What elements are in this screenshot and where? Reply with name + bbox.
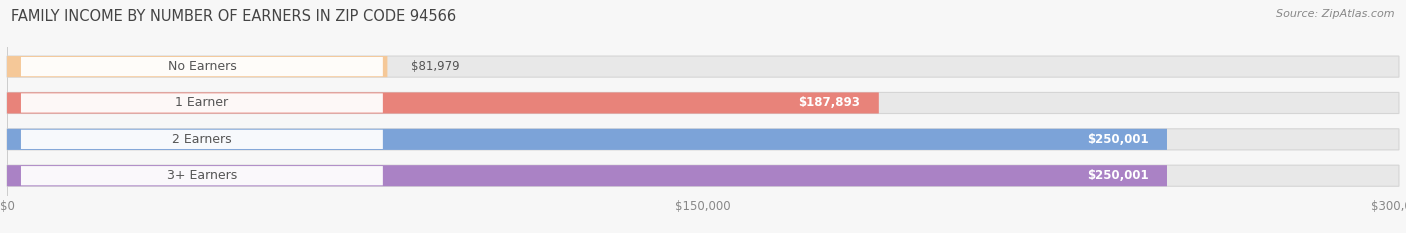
Text: 1 Earner: 1 Earner [176, 96, 228, 110]
FancyBboxPatch shape [7, 165, 1167, 186]
Text: Source: ZipAtlas.com: Source: ZipAtlas.com [1277, 9, 1395, 19]
FancyBboxPatch shape [21, 93, 382, 113]
FancyBboxPatch shape [21, 130, 382, 149]
FancyBboxPatch shape [21, 166, 382, 185]
FancyBboxPatch shape [7, 165, 1399, 186]
Text: $187,893: $187,893 [799, 96, 860, 110]
FancyBboxPatch shape [7, 129, 1167, 150]
Text: $81,979: $81,979 [411, 60, 460, 73]
Text: $250,001: $250,001 [1087, 133, 1149, 146]
Text: FAMILY INCOME BY NUMBER OF EARNERS IN ZIP CODE 94566: FAMILY INCOME BY NUMBER OF EARNERS IN ZI… [11, 9, 457, 24]
FancyBboxPatch shape [7, 129, 1399, 150]
Text: 2 Earners: 2 Earners [172, 133, 232, 146]
Text: $250,001: $250,001 [1087, 169, 1149, 182]
FancyBboxPatch shape [7, 56, 1399, 77]
Text: 3+ Earners: 3+ Earners [167, 169, 238, 182]
FancyBboxPatch shape [7, 93, 1399, 113]
FancyBboxPatch shape [7, 56, 388, 77]
Text: No Earners: No Earners [167, 60, 236, 73]
FancyBboxPatch shape [21, 57, 382, 76]
FancyBboxPatch shape [7, 93, 879, 113]
